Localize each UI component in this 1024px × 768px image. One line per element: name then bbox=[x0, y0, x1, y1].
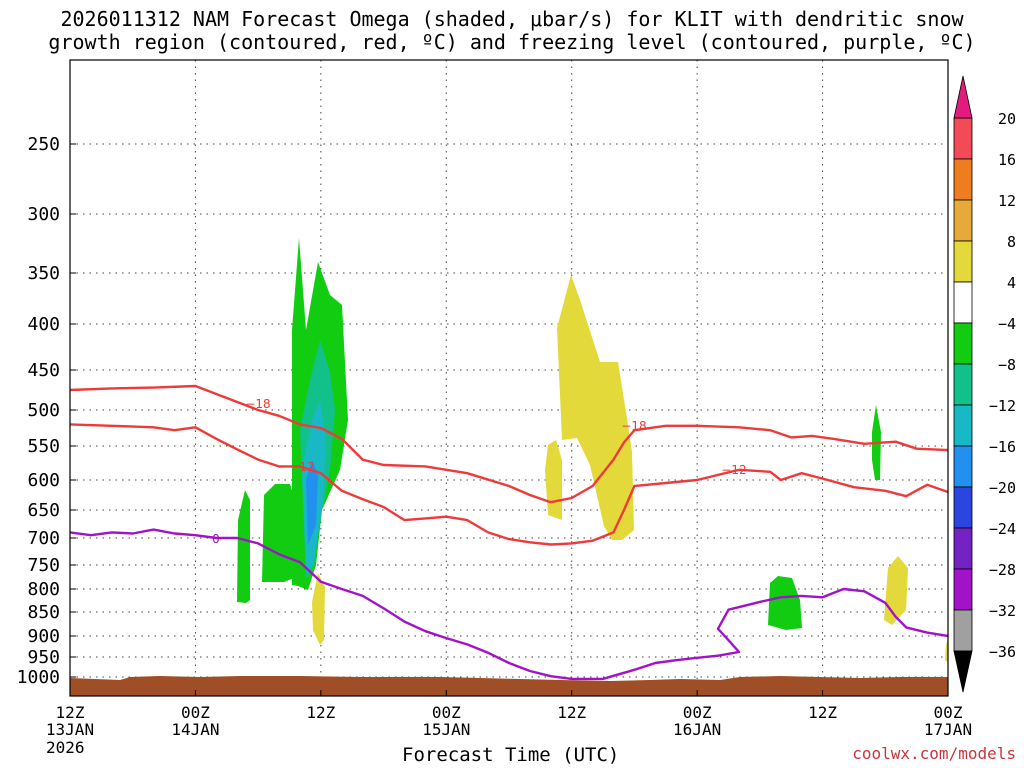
ground-shading bbox=[70, 676, 948, 696]
colorbar-bin-6 bbox=[953, 363, 973, 406]
colorbar-label-8: −16 bbox=[989, 438, 1016, 456]
contour-labels: −18 −18 −12 −12 0 bbox=[212, 397, 746, 546]
contour-minus18 bbox=[70, 384, 948, 504]
run-year: 2026 bbox=[46, 738, 85, 757]
x-tick-date-60: 16JAN bbox=[673, 720, 721, 739]
colorbar-label-12: −32 bbox=[989, 602, 1016, 620]
label-minus12-b: −12 bbox=[721, 463, 746, 477]
colorbar-over-arrow bbox=[953, 75, 973, 119]
colorbar-bin-10 bbox=[953, 527, 973, 570]
max-ascent bbox=[306, 460, 318, 545]
x-tick-label-24: 12Z bbox=[306, 703, 335, 722]
x-tick-date-36: 15JAN bbox=[422, 720, 470, 739]
colorbar-label-2: 12 bbox=[998, 192, 1016, 210]
descent-side-cell bbox=[545, 440, 562, 520]
colorbar-bin-2 bbox=[953, 199, 973, 242]
chart-title-line-2: growth region (contoured, red, ºC) and f… bbox=[48, 30, 976, 54]
x-tick-label-12: 00Z bbox=[181, 703, 210, 722]
y-tick-label-450: 450 bbox=[27, 360, 60, 381]
descent-small-cell bbox=[312, 573, 325, 645]
y-tick-label-800: 800 bbox=[27, 579, 60, 600]
x-tick-label-84: 00Z bbox=[934, 703, 963, 722]
colorbar-label-1: 16 bbox=[998, 151, 1016, 169]
y-tick-label-1000: 1000 bbox=[17, 667, 60, 688]
colorbar-bin-0 bbox=[953, 117, 973, 160]
contour-lines bbox=[70, 384, 948, 681]
colorbar-label-9: −20 bbox=[989, 479, 1016, 497]
omega-shading bbox=[237, 238, 948, 663]
y-tick-label-300: 300 bbox=[27, 204, 60, 225]
y-tick-label-950: 950 bbox=[27, 647, 60, 668]
x-tick-date-12: 14JAN bbox=[171, 720, 219, 739]
colorbar-label-11: −28 bbox=[989, 561, 1016, 579]
x-axis-title: Forecast Time (UTC) bbox=[402, 744, 620, 766]
x-tick-label-60: 00Z bbox=[683, 703, 712, 722]
y-tick-label-750: 750 bbox=[27, 555, 60, 576]
y-tick-label-600: 600 bbox=[27, 470, 60, 491]
colorbar: 20 16 12 8 4 −4 −8 −12 −16 −20 −24 −28 −32 −36 bbox=[953, 75, 1016, 693]
colorbar-label-3: 8 bbox=[1007, 233, 1016, 251]
y-tick-label-900: 900 bbox=[27, 626, 60, 647]
y-tick-label-550: 550 bbox=[27, 436, 60, 457]
colorbar-bin-7 bbox=[953, 404, 973, 447]
x-tick-label-0: 12Z bbox=[56, 703, 85, 722]
colorbar-label-0: 20 bbox=[998, 110, 1016, 128]
y-tick-label-500: 500 bbox=[27, 400, 60, 421]
contour-0 bbox=[70, 528, 948, 681]
colorbar-bin-3 bbox=[953, 240, 973, 283]
label-zero: 0 bbox=[212, 532, 220, 546]
x-tick-label-36: 00Z bbox=[432, 703, 461, 722]
colorbar-label-6: −8 bbox=[998, 356, 1016, 374]
descent-edge-cell bbox=[945, 638, 948, 663]
late-ascent-low bbox=[768, 576, 802, 630]
colorbar-label-13: −36 bbox=[989, 643, 1016, 661]
colorbar-bin-12 bbox=[953, 609, 973, 652]
ascent-cell-1 bbox=[237, 490, 250, 603]
colorbar-bin-9 bbox=[953, 486, 973, 529]
colorbar-bin-11 bbox=[953, 568, 973, 611]
x-tick-label-48: 12Z bbox=[557, 703, 586, 722]
x-tick-label-72: 12Z bbox=[808, 703, 837, 722]
colorbar-label-5: −4 bbox=[998, 315, 1016, 333]
source-credit: coolwx.com/models bbox=[852, 744, 1016, 763]
y-tick-label-350: 350 bbox=[27, 263, 60, 284]
x-tick-date-84: 17JAN bbox=[924, 720, 972, 739]
contour-minus12 bbox=[70, 423, 948, 546]
descent-column bbox=[557, 275, 634, 540]
colorbar-bin-5 bbox=[953, 322, 973, 365]
y-tick-label-850: 850 bbox=[27, 602, 60, 623]
colorbar-bin-8 bbox=[953, 445, 973, 488]
label-minus18-a: −18 bbox=[245, 397, 270, 411]
colorbar-label-4: 4 bbox=[1007, 274, 1016, 292]
colorbar-bin-4 bbox=[953, 281, 973, 324]
plot-area bbox=[70, 60, 948, 696]
label-minus12-a: −12 bbox=[289, 460, 314, 474]
chart-title-line-1: 2026011312 NAM Forecast Omega (shaded, μ… bbox=[60, 7, 964, 31]
colorbar-bin-1 bbox=[953, 158, 973, 201]
colorbar-label-7: −12 bbox=[989, 397, 1016, 415]
y-tick-label-250: 250 bbox=[27, 134, 60, 155]
colorbar-under-arrow bbox=[953, 650, 973, 693]
plot-border bbox=[69, 59, 949, 697]
x-tick-date-0: 13JAN bbox=[46, 720, 94, 739]
y-tick-label-700: 700 bbox=[27, 528, 60, 549]
label-minus18-b: −18 bbox=[621, 419, 646, 433]
y-tick-label-400: 400 bbox=[27, 314, 60, 335]
ascent-cell-2 bbox=[262, 484, 295, 582]
colorbar-label-10: −24 bbox=[989, 520, 1016, 538]
y-tick-label-650: 650 bbox=[27, 500, 60, 521]
